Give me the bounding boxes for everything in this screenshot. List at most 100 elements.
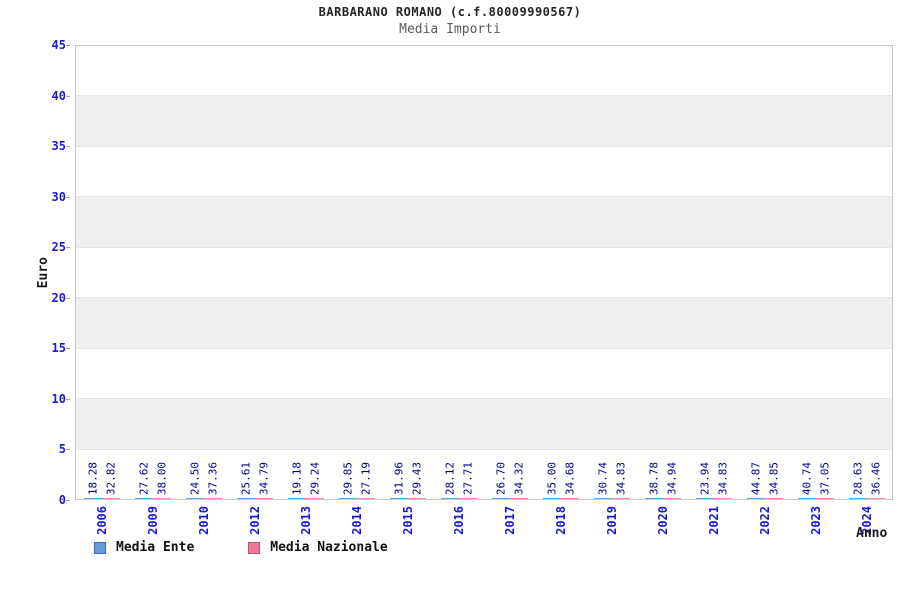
bar-value-label: 34.79: [257, 460, 270, 496]
bar-value-label: 40.74: [800, 460, 813, 496]
bar-media-ente-2006: 18.28: [83, 460, 102, 499]
bar-value-label: 18.28: [86, 460, 99, 496]
y-tick-40: 40: [51, 88, 66, 103]
y-tick-mark: [66, 500, 70, 501]
bar-group-2006: 18.28 32.82 2006: [76, 46, 127, 535]
y-tick-35: 35: [51, 139, 66, 154]
bar-value-label: 26.70: [494, 460, 507, 496]
y-tick-20: 20: [51, 290, 66, 305]
bar-pair: 31.96 29.43: [389, 460, 426, 499]
bar-value-label: 31.96: [392, 460, 405, 496]
bar-group-2023: 40.74 37.05 2023: [790, 46, 841, 535]
bar-value-label: 29.85: [341, 460, 354, 496]
bar-value-label: 38.00: [155, 460, 168, 496]
bar-value-label: 37.36: [206, 460, 219, 496]
bar-media-nazionale-2018: 34.68: [560, 460, 579, 499]
y-tick-mark: [66, 398, 70, 400]
bar-group-2021: 23.94 34.83 2021: [688, 46, 739, 535]
plot-band: [76, 196, 892, 247]
bar-group-2022: 44.87 34.85 2022: [739, 46, 790, 535]
bar-group-2018: 35.00 34.68 2018: [535, 46, 586, 535]
bar-groups: 18.28 32.82 2006 27.62 38.00 2009 24.50 37.36 20…: [76, 46, 892, 535]
bar-value-label: 29.43: [410, 460, 423, 496]
x-tick-2015: 2015: [400, 506, 415, 535]
bar-media-ente-2015: 31.96: [389, 460, 408, 499]
bar-pair: 18.28 32.82: [83, 460, 120, 499]
y-tick-15: 15: [51, 341, 66, 356]
bar-group-2012: 25.61 34.79 2012: [229, 46, 280, 535]
y-tick-mark: [66, 95, 70, 97]
bar-media-ente-2010: 24.50: [185, 460, 204, 499]
y-tick-30: 30: [51, 189, 66, 204]
x-tick-2014: 2014: [349, 506, 364, 535]
y-tick-45: 45: [51, 38, 66, 52]
bar-pair: 29.85 27.19: [338, 460, 375, 499]
bar-media-ente-2014: 29.85: [338, 460, 357, 499]
bar-pair: 40.74 37.05: [797, 460, 834, 499]
bar-pair: 25.61 34.79: [236, 460, 273, 499]
bar-value-label: 25.61: [239, 460, 252, 496]
plot-band: [76, 145, 892, 197]
legend-item-media-ente: Media Ente: [94, 540, 194, 555]
bar-value-label: 24.50: [188, 460, 201, 496]
bar-pair: 23.94 34.83: [695, 460, 732, 499]
bar-value-label: 32.82: [104, 460, 117, 496]
legend-item-media-nazionale: Media Nazionale: [248, 540, 388, 555]
bar-value-label: 35.00: [545, 460, 558, 496]
y-axis: 0 5 10 15 20 25 30 35 40 45: [0, 38, 70, 507]
bar-media-nazionale-2016: 27.71: [458, 460, 477, 499]
plot-band: [76, 46, 892, 96]
plot-band: [76, 398, 892, 449]
bar-value-label: 27.71: [461, 460, 474, 496]
bar-value-label: 19.18: [290, 460, 303, 496]
bar-media-ente-2012: 25.61: [236, 460, 255, 499]
bar-value-label: 37.05: [818, 460, 831, 496]
bar-pair: 19.18 29.24: [287, 460, 324, 499]
bar-media-ente-2013: 19.18: [287, 460, 306, 499]
x-tick-2023: 2023: [808, 506, 823, 535]
legend: Media Ente Media Nazionale: [94, 540, 388, 555]
bar-media-nazionale-2021: 34.83: [713, 460, 732, 499]
x-tick-2010: 2010: [196, 506, 211, 535]
bar-media-ente-2024: 28.63: [848, 460, 867, 499]
bar-value-label: 23.94: [698, 460, 711, 496]
bar-group-2019: 30.74 34.83 2019: [586, 46, 637, 535]
x-axis-title: Anno: [856, 526, 888, 541]
bar-group-2014: 29.85 27.19 2014: [331, 46, 382, 535]
x-tick-2021: 2021: [706, 506, 721, 535]
bar-media-nazionale-2017: 34.32: [509, 460, 528, 499]
bar-media-nazionale-2022: 34.85: [764, 460, 783, 499]
bar-value-label: 30.74: [596, 460, 609, 496]
y-tick-10: 10: [51, 391, 66, 406]
bar-group-2015: 31.96 29.43 2015: [382, 46, 433, 535]
x-tick-2016: 2016: [451, 506, 466, 535]
x-tick-2013: 2013: [298, 506, 313, 535]
bar-media-nazionale-2012: 34.79: [254, 460, 273, 499]
bar-pair: 28.63 36.46: [848, 460, 885, 499]
bar-group-2010: 24.50 37.36 2010: [178, 46, 229, 535]
bar-media-nazionale-2010: 37.36: [203, 460, 222, 499]
y-tick-mark: [66, 45, 70, 46]
bar-pair: 27.62 38.00: [134, 460, 171, 499]
bar-media-nazionale-2020: 34.94: [662, 460, 681, 499]
bar-media-ente-2023: 40.74: [797, 460, 816, 499]
bar-group-2017: 26.70 34.32 2017: [484, 46, 535, 535]
x-tick-2009: 2009: [145, 506, 160, 535]
x-tick-2012: 2012: [247, 506, 262, 535]
bar-group-2016: 28.12 27.71 2016: [433, 46, 484, 535]
bar-group-2020: 38.78 34.94 2020: [637, 46, 688, 535]
bar-value-label: 38.78: [647, 460, 660, 496]
bar-value-label: 28.63: [851, 460, 864, 496]
legend-swatch-media-ente-icon: [94, 541, 106, 554]
y-tick-mark: [66, 146, 70, 148]
plot-band: [76, 297, 892, 348]
bar-media-ente-2016: 28.12: [440, 460, 459, 499]
y-tick-mark: [66, 348, 70, 350]
bar-media-ente-2021: 23.94: [695, 460, 714, 499]
bar-pair: 28.12 27.71: [440, 460, 477, 499]
plot-area: 18.28 32.82 2006 27.62 38.00 2009 24.50 37.36 20…: [75, 45, 893, 535]
bar-value-label: 34.94: [665, 460, 678, 496]
bar-value-label: 34.85: [767, 460, 780, 496]
y-tick-mark: [66, 196, 70, 198]
y-tick-25: 25: [51, 240, 66, 255]
